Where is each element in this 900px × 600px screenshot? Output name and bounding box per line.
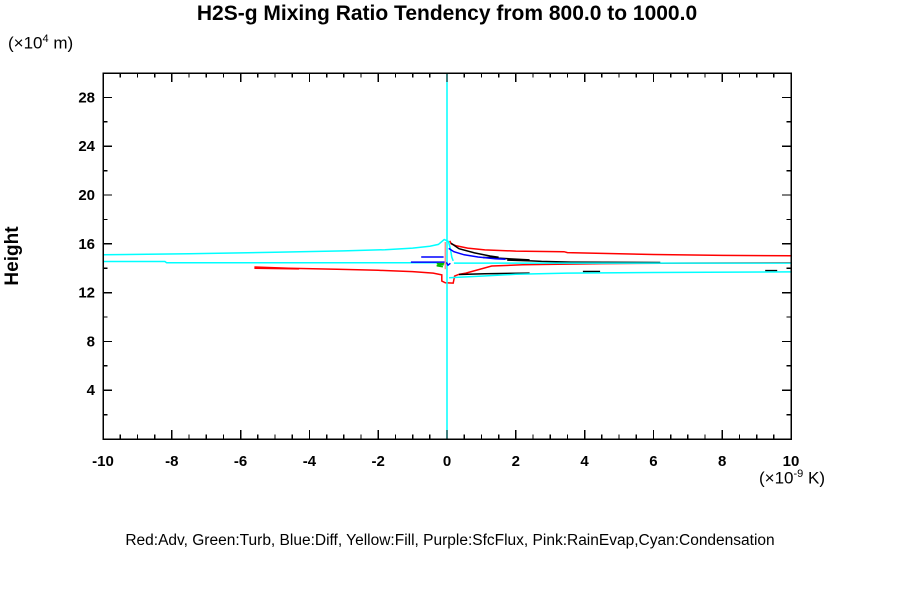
series-line-adv xyxy=(449,240,792,257)
x-tick-label: 10 xyxy=(783,453,800,470)
series-line-black xyxy=(450,242,661,264)
y-tick-label: 28 xyxy=(78,89,95,106)
series-line-condensation xyxy=(103,260,437,264)
y-tick-label: 24 xyxy=(78,138,95,155)
y-axis-title: Height xyxy=(2,226,23,286)
series-line-adv xyxy=(254,262,792,284)
x-tick-label: 2 xyxy=(512,453,520,470)
x-tick-label: -10 xyxy=(92,453,114,470)
series-line-diff xyxy=(448,247,506,261)
series-line-turb xyxy=(436,262,445,268)
series-line-condensation xyxy=(102,238,454,262)
chart-title: H2S-g Mixing Ratio Tendency from 800.0 t… xyxy=(196,2,698,25)
x-tick-label: -2 xyxy=(372,453,385,470)
x-tick-label: 8 xyxy=(718,453,726,470)
y-axis-unit-label: (×104 m) xyxy=(8,33,74,53)
y-tick-label: 16 xyxy=(78,236,95,253)
y-tick-label: 12 xyxy=(78,285,95,302)
x-unit-exponent: -9 xyxy=(793,468,804,480)
series-line-adv xyxy=(254,267,300,270)
x-tick-label: -4 xyxy=(303,453,317,470)
series-line-black xyxy=(458,272,530,276)
y-tick-label: 8 xyxy=(87,333,95,350)
series-line-condensation xyxy=(449,271,792,279)
x-tick-label: 4 xyxy=(580,453,589,470)
x-axis-unit-label: (×10-9 K) xyxy=(758,468,825,488)
series-line-diff xyxy=(445,261,451,267)
x-tick-label: 0 xyxy=(443,453,451,470)
y-tick-label: 4 xyxy=(87,382,96,399)
legend-text: Red:Adv, Green:Turb, Blue:Diff, Yellow:F… xyxy=(125,532,775,549)
x-tick-label: -6 xyxy=(234,453,247,470)
y-tick-label: 20 xyxy=(78,187,95,204)
x-tick-label: 6 xyxy=(649,453,657,470)
x-tick-label: -8 xyxy=(165,453,178,470)
y-unit-exponent: 4 xyxy=(42,33,49,45)
